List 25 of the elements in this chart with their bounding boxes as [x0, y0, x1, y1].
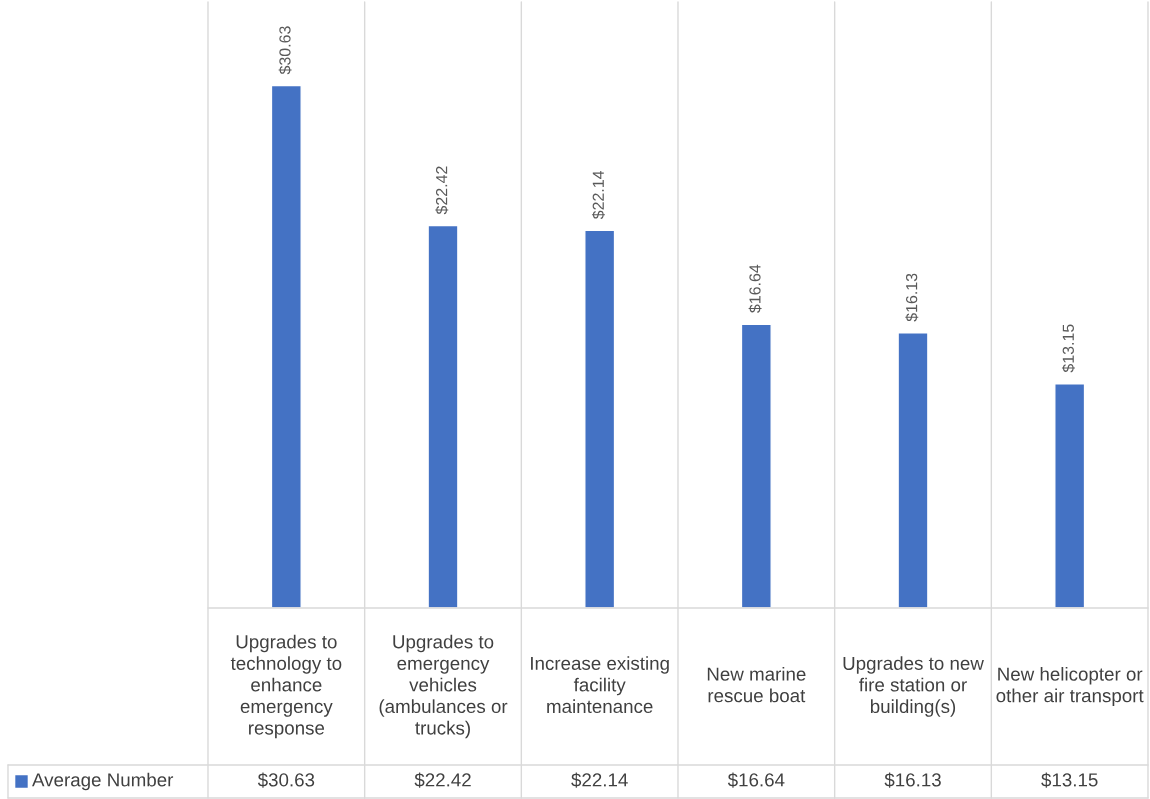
x-tick-label: Upgrades to technology to enhance emergency response	[230, 634, 342, 739]
x-tick-label: Upgrades to new fire station or building(s)	[843, 656, 984, 717]
data-label: $16.64	[727, 772, 785, 788]
data-label: $13.15	[1041, 772, 1098, 788]
x-tick-label: Increase existing facility maintenance	[531, 656, 669, 714]
text: $22.42	[435, 166, 449, 215]
x-tick-label: New marine rescue boat	[707, 666, 806, 703]
data-label: $22.14	[571, 772, 628, 788]
x-tick-label: Upgrades to emergency vehicles (ambulances or trucks)	[379, 634, 508, 739]
text: $30.63	[278, 26, 292, 75]
bar	[897, 332, 929, 608]
bar	[427, 224, 459, 608]
legend-label: Average Number	[32, 772, 174, 791]
bar	[740, 323, 772, 608]
text: $13.15	[1061, 324, 1075, 373]
bar	[270, 84, 302, 608]
data-label: $16.13	[884, 772, 941, 788]
text: $16.64	[748, 264, 762, 313]
bar	[1054, 383, 1086, 608]
bar	[584, 229, 616, 608]
x-tick-label: New helicopter or other air transport	[996, 666, 1144, 707]
data-label: $22.42	[414, 772, 471, 788]
text: $16.13	[905, 273, 919, 322]
data-label: $30.63	[257, 772, 315, 788]
text: $22.14	[591, 170, 605, 220]
